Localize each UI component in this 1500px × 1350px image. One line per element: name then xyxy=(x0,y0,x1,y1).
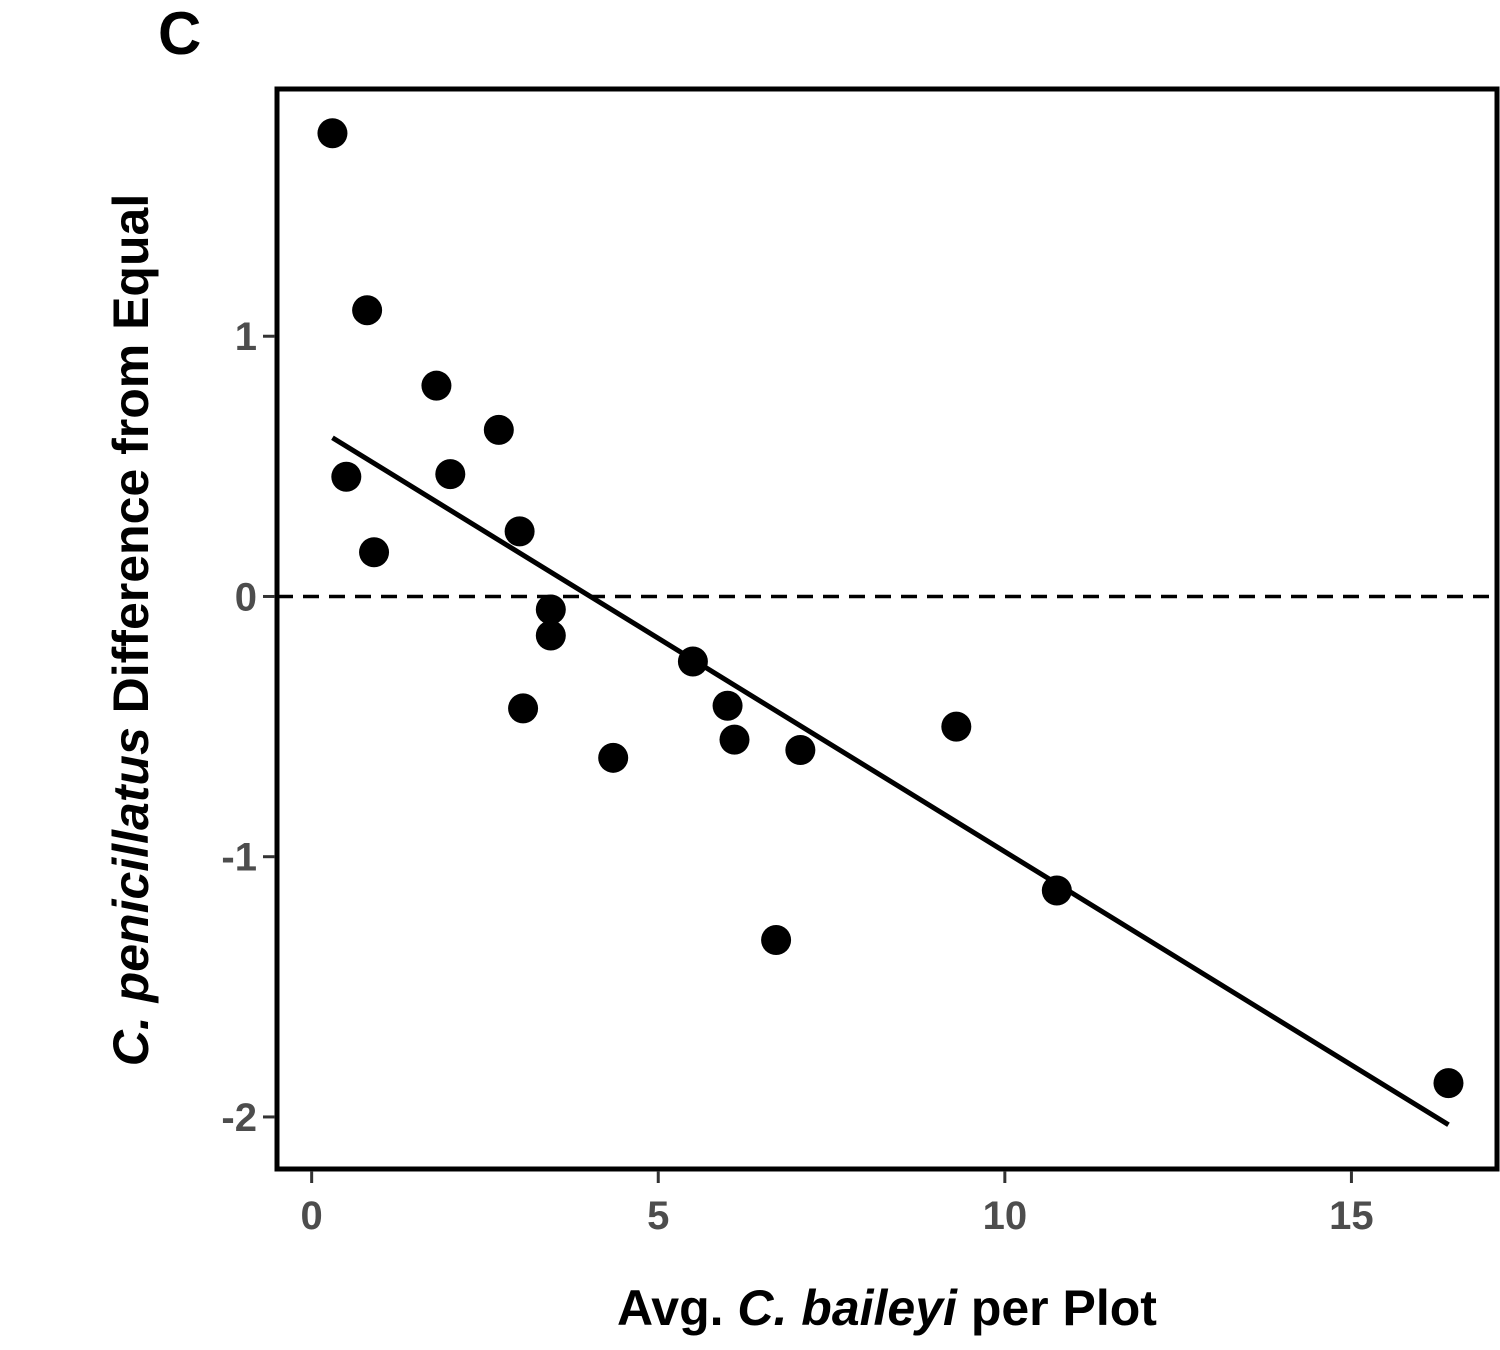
data-point-4 xyxy=(359,537,390,568)
panel-label: C xyxy=(158,0,201,67)
data-point-19 xyxy=(1041,875,1072,906)
x-tick-label-5: 5 xyxy=(647,1194,669,1238)
data-point-13 xyxy=(677,646,708,677)
y-tick-label--2: -2 xyxy=(221,1096,257,1140)
regression-line xyxy=(331,435,1450,1127)
axis-title-part-1: C. penicillatus xyxy=(103,727,159,1066)
data-point-7 xyxy=(483,414,514,445)
plot-border xyxy=(274,86,1500,1172)
data-point-3 xyxy=(331,461,362,492)
x-tick-label-10: 10 xyxy=(983,1194,1028,1238)
plot-area xyxy=(277,118,1497,1127)
axes: 0 5 10 15 -2 -1 0 1 xyxy=(221,86,1500,1238)
y-tick-label-0: 0 xyxy=(235,575,257,619)
data-point-8 xyxy=(504,516,535,547)
data-point-16 xyxy=(761,924,792,955)
data-point-6 xyxy=(435,459,466,490)
axis-title-part-2: Difference from Equal xyxy=(103,194,159,727)
data-point-10 xyxy=(535,594,566,625)
data-point-5 xyxy=(421,370,452,401)
data-point-15 xyxy=(719,724,750,755)
axis-title-part-3: per Plot xyxy=(957,1280,1157,1336)
data-point-12 xyxy=(598,742,629,773)
data-point-14 xyxy=(712,690,743,721)
y-tick-label-1: 1 xyxy=(235,315,257,359)
data-point-18 xyxy=(941,711,972,742)
x-axis-title: Avg. C. baileyi per Plot xyxy=(617,1280,1157,1336)
data-point-1 xyxy=(317,118,348,149)
data-point-9 xyxy=(508,693,539,724)
x-tick-label-0: 0 xyxy=(301,1194,323,1238)
x-tick-label-15: 15 xyxy=(1329,1194,1374,1238)
data-point-17 xyxy=(785,735,816,766)
y-axis-title: C. penicillatus Difference from Equal xyxy=(103,194,159,1066)
axis-title-part-1: Avg. xyxy=(617,1280,737,1336)
y-tick-label--1: -1 xyxy=(221,836,257,880)
data-point-11 xyxy=(535,620,566,651)
axis-title-part-2: C. baileyi xyxy=(737,1280,958,1336)
data-point-20 xyxy=(1433,1068,1464,1099)
data-point-2 xyxy=(352,295,383,326)
